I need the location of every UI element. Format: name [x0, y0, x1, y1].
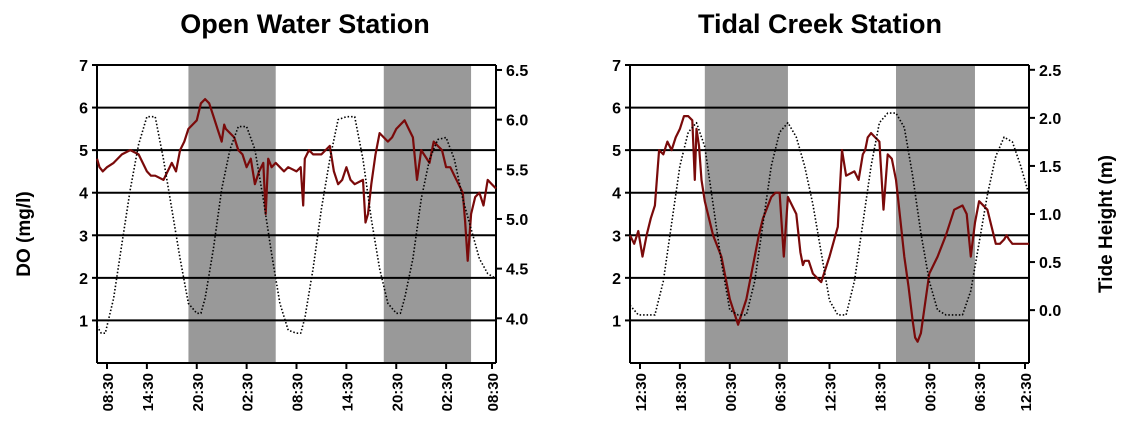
y-tick-label: 7	[612, 58, 621, 75]
y2-tick-label: 1.5	[1039, 159, 1061, 176]
x-tick-label: 08:30	[290, 373, 307, 411]
tide-height-line	[96, 115, 497, 334]
y2-tick-label: 2.5	[1039, 63, 1061, 80]
chart-title: Open Water Station	[180, 9, 430, 39]
y-tick-label: 2	[612, 271, 621, 288]
y-tick-label: 3	[79, 228, 88, 245]
y-tick-label: 6	[79, 101, 88, 118]
x-tick-label: 12:30	[823, 373, 840, 411]
y-tick-label: 5	[79, 143, 88, 160]
y2-tick-label: 6.0	[506, 113, 528, 130]
x-tick-label: 00:30	[922, 373, 939, 411]
x-tick-label: 02:30	[439, 373, 456, 411]
chart-panel-1: Tidal Creek Station 1 2 3 4 5 6 7 0.0 0.5 1.0 1.5 2.…	[612, 9, 1117, 411]
x-tick-label: 06:30	[972, 373, 989, 411]
chart-title: Tidal Creek Station	[698, 9, 942, 39]
y2-axis-label: Tide Height (m)	[1096, 155, 1117, 293]
do-line	[629, 115, 1029, 343]
y-tick-label: 4	[612, 186, 621, 203]
x-tick-label: 12:30	[633, 373, 650, 411]
y-tick-label: 5	[612, 143, 621, 160]
y-tick-label: 6	[612, 101, 621, 118]
y2-tick-label: 5.5	[506, 162, 528, 179]
chart-panel-0: Open Water Station 1 2 3 4 5 6 7 4.0 4.5 5.0 5.5 6.0…	[14, 9, 528, 411]
y2-tick-label: 1.0	[1039, 207, 1061, 224]
y-tick-label: 4	[79, 186, 88, 203]
x-tick-label: 18:30	[872, 373, 889, 411]
x-tick-label: 14:30	[339, 373, 356, 411]
night-shading-band	[896, 65, 975, 363]
x-tick-label: 20:30	[190, 373, 207, 411]
x-tick-label: 20:30	[389, 373, 406, 411]
y2-tick-label: 4.5	[506, 262, 528, 279]
x-tick-label: 00:30	[723, 373, 740, 411]
y2-tick-label: 0.0	[1039, 303, 1061, 320]
y2-tick-label: 0.5	[1039, 255, 1061, 272]
night-shading-band	[383, 65, 472, 363]
y-tick-label: 2	[79, 271, 88, 288]
x-tick-label: 02:30	[240, 373, 257, 411]
y-axis-label: DO (mg/l)	[14, 191, 35, 277]
x-tick-label: 18:30	[673, 373, 690, 411]
tide-height-line	[629, 112, 1030, 316]
y2-tick-label: 5.0	[506, 212, 528, 229]
x-tick-label: 08:30	[485, 373, 502, 411]
x-tick-label: 06:30	[773, 373, 790, 411]
y-tick-label: 7	[79, 58, 88, 75]
y-tick-label: 1	[79, 313, 88, 330]
y2-tick-label: 2.0	[1039, 111, 1061, 128]
y2-tick-label: 6.5	[506, 63, 528, 80]
night-shading-band	[188, 65, 276, 363]
y-tick-label: 3	[612, 228, 621, 245]
do-line	[95, 98, 497, 262]
night-shading-band	[704, 65, 788, 363]
x-tick-label: 08:30	[100, 373, 117, 411]
x-tick-label: 14:30	[140, 373, 157, 411]
y-tick-label: 1	[612, 313, 621, 330]
y2-tick-label: 4.0	[506, 311, 528, 328]
x-tick-label: 12:30	[1018, 373, 1035, 411]
